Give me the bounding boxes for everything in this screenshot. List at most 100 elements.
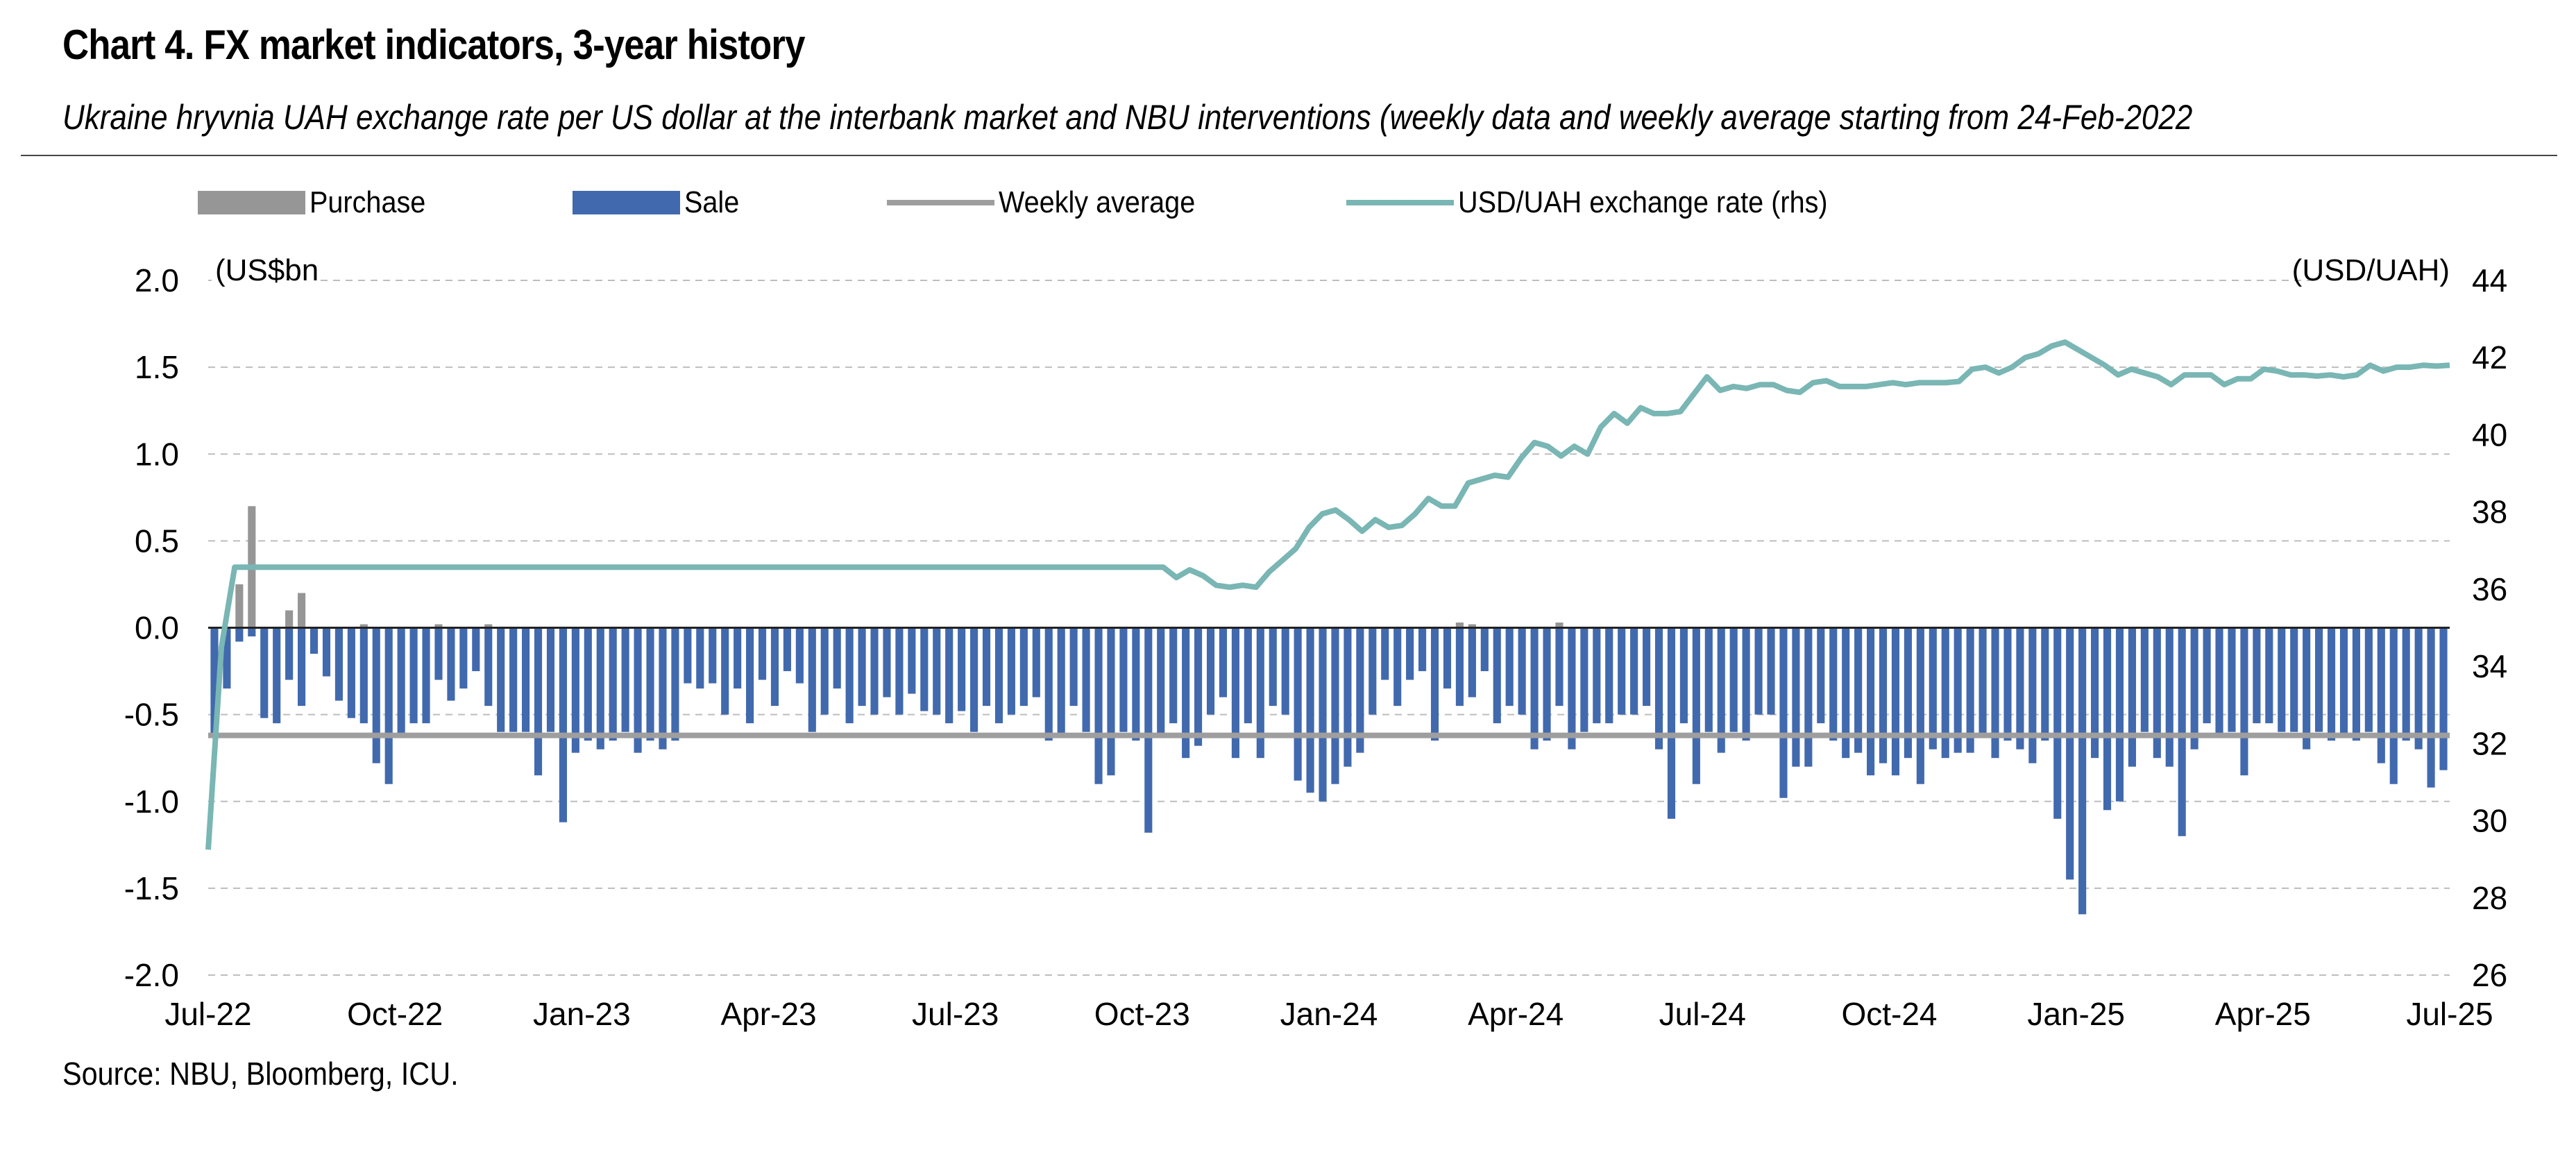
bar-sale (1978, 627, 1987, 736)
bar-sale (1717, 627, 1725, 753)
bar-sale (1530, 627, 1539, 750)
bar-sale (970, 627, 978, 732)
bar-sale (1817, 627, 1825, 724)
bar-sale (1966, 627, 1974, 753)
bar-sale (1804, 627, 1813, 767)
bar-sale (1767, 627, 1775, 715)
bar-sale (447, 627, 455, 701)
bar-sale (2240, 627, 2248, 776)
source-note: Source: NBU, Bloomberg, ICU. (62, 1056, 459, 1092)
bar-sale (2439, 627, 2448, 770)
bar-sale (746, 627, 754, 724)
bar-sale (2053, 627, 2062, 819)
bar-sale (1954, 627, 1962, 753)
x-tick-label: Jan-25 (2027, 996, 2125, 1032)
bar-sale (1094, 627, 1103, 784)
bar-sale (982, 627, 991, 707)
bar-sale (310, 627, 319, 654)
bar-sale (2203, 627, 2211, 724)
header-divider (21, 155, 2557, 156)
y-tick-label-right: 40 (2472, 416, 2507, 452)
bar-sale (1044, 627, 1053, 741)
bar-sale (621, 627, 629, 732)
bar-sale (808, 627, 816, 732)
bar-sale (2028, 627, 2037, 763)
bar-sale (1941, 627, 1949, 759)
legend-label-rate: USD/UAH exchange rate (rhs) (1458, 185, 1828, 219)
bar-sale (2377, 627, 2385, 763)
chart-subtitle: Ukraine hryvnia UAH exchange rate per US… (62, 98, 2193, 137)
bar-sale (409, 627, 418, 724)
bar-sale (1132, 627, 1140, 741)
bar-sale (1356, 627, 1364, 753)
bar-sale (434, 627, 443, 680)
bar-sale (509, 627, 518, 732)
bar-sale (1182, 627, 1190, 759)
legend-swatch-rate (1346, 200, 1454, 205)
y-tick-label-left: 1.5 (135, 349, 179, 385)
y-tick-label-left: 1.0 (135, 436, 179, 472)
legend-label-sale: Sale (684, 185, 740, 219)
bar-sale (1057, 627, 1065, 736)
bar-purchase (298, 593, 306, 628)
bar-sale (933, 627, 941, 715)
bar-sale (1206, 627, 1215, 715)
bar-sale (347, 627, 355, 718)
bar-sale (1568, 627, 1576, 750)
bar-sale (497, 627, 505, 732)
bar-sale (2253, 627, 2261, 724)
bar-sale (2091, 627, 2099, 759)
x-tick-label: Apr-24 (1468, 996, 1564, 1032)
bar-sale (1256, 627, 1264, 759)
bar-sale (1169, 627, 1178, 724)
bar-purchase (359, 624, 368, 628)
bar-sale (2228, 627, 2236, 732)
bar-sale (659, 627, 667, 750)
bar-sale (248, 627, 256, 637)
bar-sale (2066, 627, 2074, 880)
y-tick-label-right: 32 (2472, 725, 2507, 761)
bar-sale (908, 627, 916, 694)
bar-sale (2190, 627, 2198, 750)
bar-sale (1294, 627, 1302, 781)
bar-sale (2427, 627, 2435, 788)
right-axis-unit-label: (USD/UAH) (2292, 253, 2450, 287)
bar-sale (734, 627, 742, 689)
bar-sale (2315, 627, 2323, 732)
bar-sale (1929, 627, 1937, 750)
x-tick-label: Jul-24 (1659, 996, 1746, 1032)
bar-sale (1194, 627, 1203, 746)
bar-sale (1580, 627, 1588, 732)
bar-sale (1555, 627, 1564, 707)
bar-sale (1842, 627, 1850, 759)
bar-sale (758, 627, 767, 680)
bar-sale (696, 627, 704, 689)
bar-sale (2215, 627, 2223, 736)
bar-sale (994, 627, 1003, 724)
bar-sale (1393, 627, 1402, 707)
bar-sale (559, 627, 567, 822)
bar-sale (1418, 627, 1427, 672)
bar-sale (584, 627, 592, 741)
legend-swatch-sale (573, 191, 680, 214)
y-tick-label-left: -1.0 (124, 784, 179, 820)
bar-sale (298, 627, 306, 707)
bar-sale (770, 627, 779, 707)
x-tick-label: Jul-23 (912, 996, 999, 1032)
bar-sale (1692, 627, 1700, 784)
bar-sale (1904, 627, 1912, 759)
x-tick-label: Oct-22 (347, 996, 443, 1032)
bar-sale (397, 627, 405, 736)
bar-sale (1306, 627, 1314, 793)
legend-item-purchase: Purchase (198, 182, 439, 223)
exchange-rate-line (205, 339, 2450, 850)
bar-sale (2103, 627, 2112, 811)
bar-sale (858, 627, 866, 707)
y-tick-label-right: 44 (2472, 262, 2507, 298)
bar-sale (1480, 627, 1489, 672)
bar-sale (1779, 627, 1788, 798)
bar-sale (1754, 627, 1763, 715)
bar-sale (2303, 627, 2311, 750)
bar-sale (2128, 627, 2136, 767)
x-tick-label: Jul-22 (164, 996, 251, 1032)
